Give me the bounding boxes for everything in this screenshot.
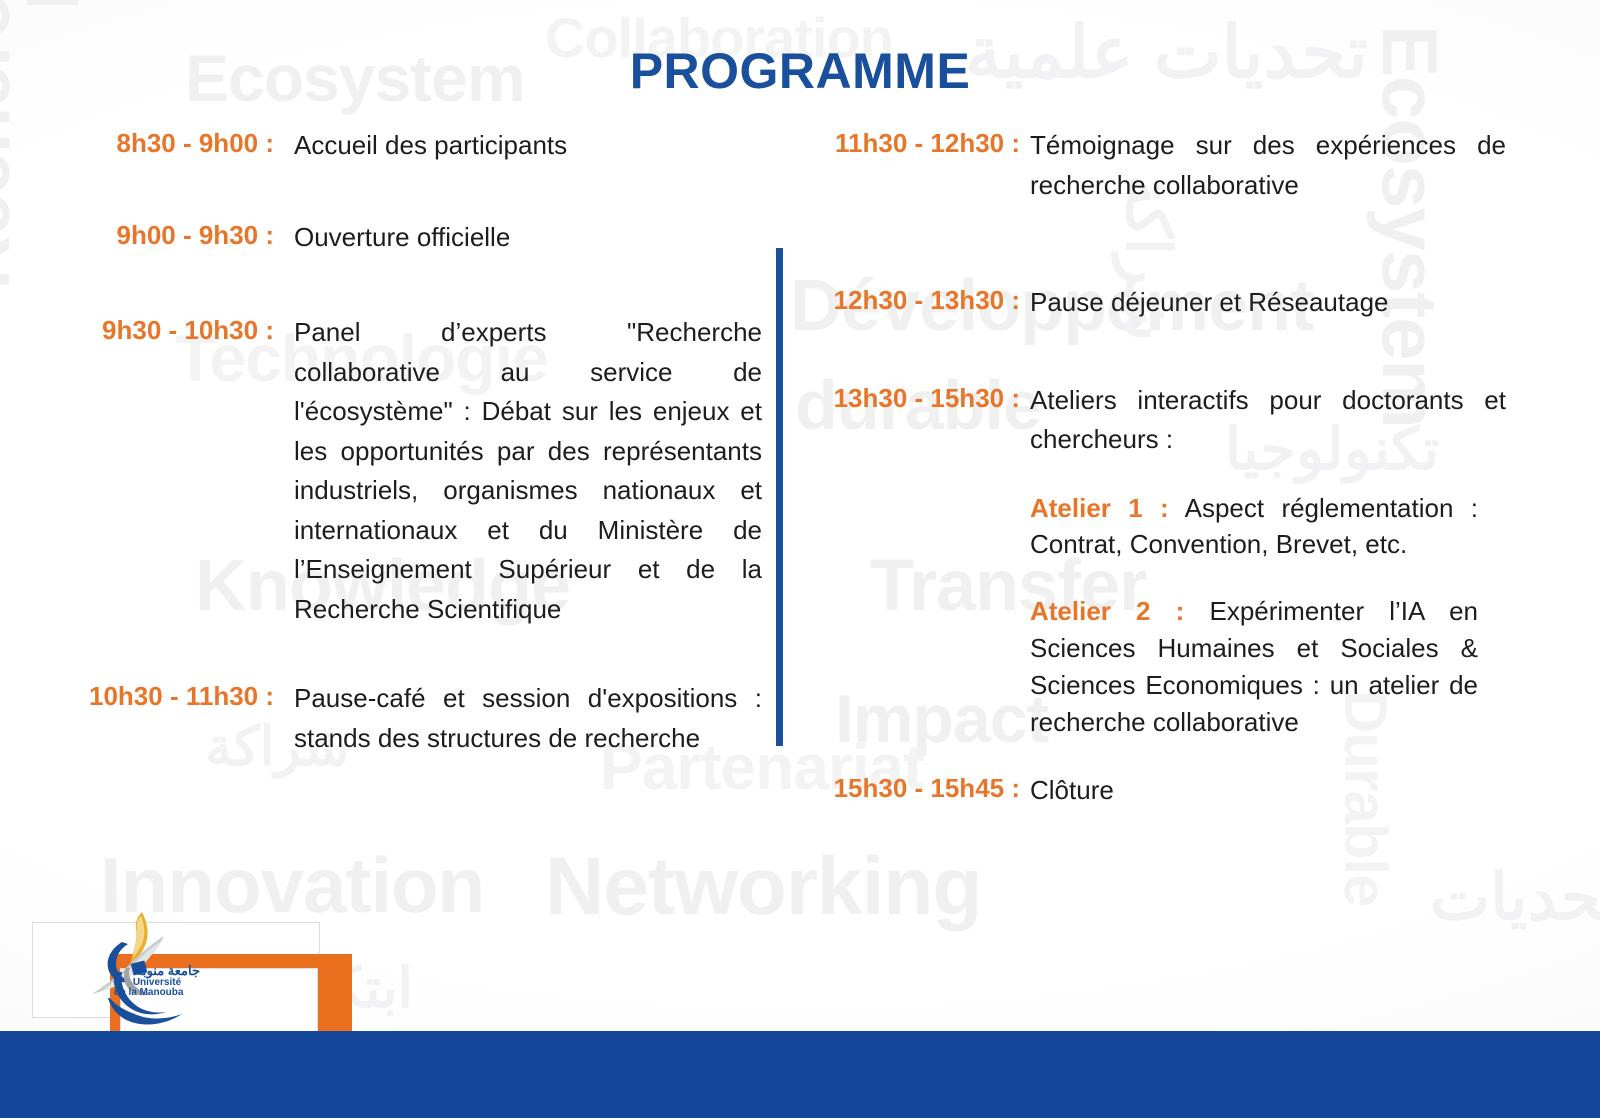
schedule-row: 8h30 - 9h00 : Accueil des participants [62,126,762,166]
schedule-time: 10h30 - 11h30 : [89,681,274,712]
schedule-time: 13h30 - 15h30 : [833,382,1020,413]
schedule-row: 11h30 - 12h30 : Témoignage sur des expér… [806,126,1506,205]
schedule-row: 12h30 - 13h30 : Pause déjeuner et Réseau… [806,283,1506,323]
schedule-description: Pause-café et session d'expositions : st… [294,683,762,753]
manouba-bird-icon [92,912,182,1025]
atelier-label: Atelier 2 : [1030,596,1185,627]
atelier-label: Atelier 1 : [1030,492,1169,523]
logo-arabic-name: جامعة منوبة [135,963,200,978]
schedule-row-closing: 15h30 - 15h45 : Clôture [806,771,1506,811]
schedule-row: 9h00 - 9h30 : Ouverture officielle [62,218,762,258]
schedule-time: 15h30 - 15h45 : [833,773,1020,804]
logo-line-manouba: de la Manouba [114,987,184,999]
atelier-description: Aspect réglementation : Contrat, Convent… [1030,492,1478,560]
schedule-time: 12h30 - 13h30 : [833,285,1020,316]
watermark-text: Networking [545,841,982,932]
schedule-row: 9h30 - 10h30 : Panel d’experts "Recherch… [62,313,762,629]
schedule-description: Clôture [1030,775,1114,806]
schedule-description: Témoignage sur des expériences de recher… [1030,130,1506,200]
schedule-description: Ateliers interactifs pour doctorants et … [1030,384,1506,455]
schedule-time: 9h00 - 9h30 : [116,219,274,250]
schedule-time: 11h30 - 12h30 : [835,128,1020,158]
schedule-column-right: 11h30 - 12h30 : Témoignage sur des expér… [806,126,1506,811]
column-divider [776,248,783,746]
schedule-row: 10h30 - 11h30 : Pause-café et session d'… [62,679,762,758]
logo-line-universite: Université [132,976,182,988]
atelier-item: Atelier 1 : Aspect réglementation : Cont… [1030,490,1478,564]
ateliers-list: Atelier 1 : Aspect réglementation : Cont… [1030,490,1478,741]
university-logo: جامعة منوبة Université de la Manouba [22,912,362,1036]
bottom-bar [0,1031,1600,1118]
schedule-description: Ouverture officielle [294,221,511,252]
schedule-description: Accueil des participants [294,130,568,160]
watermark-text: تحديات [1430,861,1600,933]
schedule-description: Pause déjeuner et Réseautage [1030,287,1389,318]
schedule-time: 9h30 - 10h30 : [102,315,274,346]
schedule-time: 8h30 - 9h00 : [116,128,274,158]
logo-text-block: جامعة منوبة Université de la Manouba [114,964,224,999]
watermark-text: Impact [10,0,95,10]
schedule-row: 13h30 - 15h30 : Ateliers interactifs pou… [806,381,1506,460]
page-title: PROGRAMME [629,43,971,99]
schedule-description: Panel d’experts "Recherche collaborative… [294,317,762,624]
atelier-item: Atelier 2 : Expérimenter l’IA en Science… [1030,593,1478,741]
schedule-column-left: 8h30 - 9h00 : Accueil des participants 9… [62,126,762,784]
atelier-description: Expérimenter l’IA en Sciences Humaines e… [1030,596,1478,738]
logo-inner-frame [120,968,318,1036]
